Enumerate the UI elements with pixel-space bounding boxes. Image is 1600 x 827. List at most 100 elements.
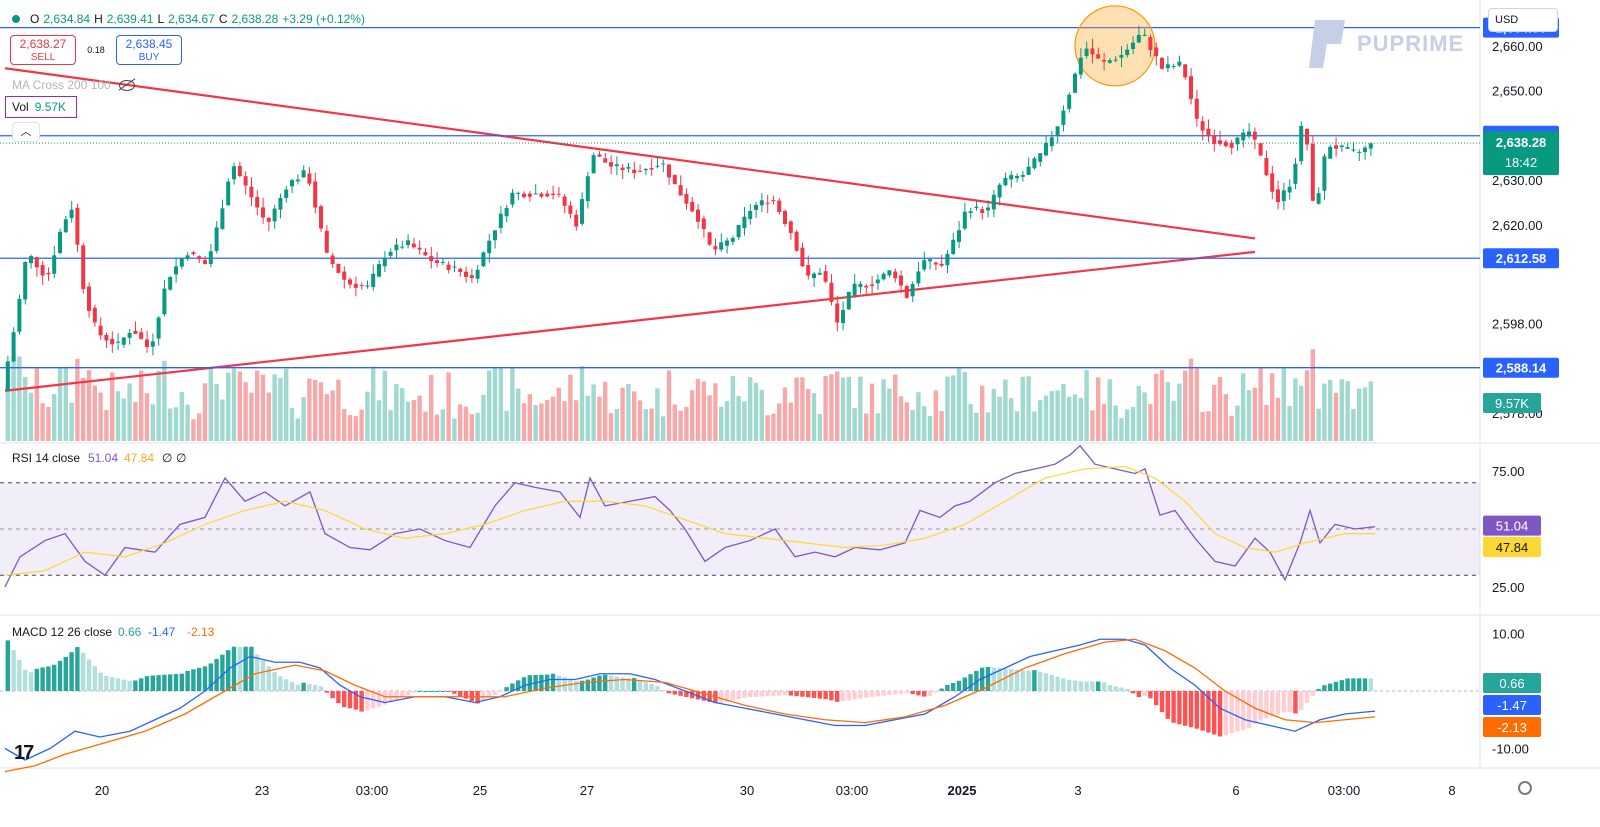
volume-bar [1368,381,1373,441]
ma-cross-label: MA Cross 200 100 [12,78,111,92]
volume-bar [28,392,34,441]
highlight-circle [1074,5,1156,87]
currency-selector[interactable]: USD [1488,8,1558,32]
macd-histogram-bar [562,677,567,691]
volume-bar [1258,367,1263,441]
price-tick: 2,620.00 [1492,218,1543,233]
logo-text: PUPRIME [1357,31,1465,56]
candle-body [11,332,16,362]
volume-bar [121,398,126,441]
candle-body [1078,57,1083,75]
candle-body [719,242,724,250]
macd-histogram-bar [365,691,370,711]
candle-body [133,330,138,334]
candle-body [23,262,28,300]
time-tick: 03:00 [836,783,869,798]
volume-bar [197,413,202,441]
candle-body [226,181,231,206]
volume-bar [278,378,283,441]
candle-body [730,237,735,242]
candle-body [678,185,683,196]
volume-bar [985,412,991,441]
collapse-legend-button[interactable]: ︿ [12,122,40,142]
macd-histogram-bar [1333,681,1339,691]
macd-histogram-bar [75,647,80,691]
volume-bar [991,389,996,441]
candle-body [881,273,886,280]
candle-body [1206,128,1211,136]
volume-bar [5,383,10,441]
macd-histogram-bar [284,679,289,691]
macd-histogram-bar [226,650,231,691]
settings-gear-icon[interactable] [1518,781,1532,795]
volume-bar [1119,418,1124,441]
volume-bar [579,366,585,441]
volume-bar [1072,394,1078,441]
volume-bar [684,406,689,441]
volume-bar [568,374,573,441]
candle-body [852,283,857,296]
hidden-eye-icon[interactable] [118,79,135,91]
volume-bar [916,392,921,441]
candle-body [348,279,352,285]
macd-histogram-bar [1188,691,1194,728]
candle-body [574,214,579,227]
trendline [4,67,1256,240]
macd-histogram-bar [144,676,150,691]
volume-bar [272,374,277,441]
volume-bar [46,407,51,441]
volume-bar [1101,403,1107,441]
macd-histogram-bar [440,691,445,692]
volume-bar [226,372,231,441]
candle-body [243,176,248,186]
macd-histogram-bar [11,650,16,691]
volume-bar [974,412,979,441]
volume-bar [678,410,683,441]
candle-body [220,208,225,229]
candle-body [510,192,515,205]
macd-histogram-bar [736,691,741,700]
macd-histogram-bar [98,672,103,691]
candle-body [696,209,700,222]
candle-body [1247,131,1251,137]
candle-body [1102,59,1106,62]
macd-histogram-bar [684,691,689,698]
volume-bar [1136,385,1141,441]
candle-body [748,211,753,219]
macd-histogram-bar [556,675,561,691]
candle-body [1339,145,1344,148]
macd-histogram-bar [1101,682,1107,691]
candle-body [957,230,961,242]
macd-histogram-bar [266,666,271,691]
volume-legend[interactable]: Vol 9.57K [5,96,77,118]
candle-body [1241,132,1246,141]
volume-bar [40,403,45,441]
macd-histogram-bar [788,691,793,696]
volume-bar [533,404,538,441]
volume-bar [417,395,422,441]
time-tick: 27 [580,783,594,798]
macd-histogram-bar [69,652,74,691]
macd-histogram-bar [614,676,619,691]
volume-bar [1212,384,1217,441]
candle-body [197,256,202,260]
volume-bar [632,391,637,441]
volume-bar [284,368,289,441]
ma-cross-indicator[interactable]: MA Cross 200 100 [12,78,135,92]
candle-body [87,286,91,311]
sell-price: 2,638.27 [19,37,67,51]
change-value: +3.29 (+0.12%) [282,12,365,26]
time-tick: 20 [95,783,109,798]
volume-bar [1194,368,1199,441]
volume-bar [927,416,933,441]
candle-body [980,209,985,214]
macd-histogram-bar [1270,691,1275,717]
macd-histogram-bar [411,691,416,693]
candle-body [690,201,695,212]
buy-button[interactable]: 2,638.45 BUY [116,35,182,65]
macd-tick: 10.00 [1492,627,1525,642]
candle-body [1334,145,1338,149]
sell-button[interactable]: 2,638.27 SELL [10,35,76,65]
candle-body [1305,128,1309,145]
